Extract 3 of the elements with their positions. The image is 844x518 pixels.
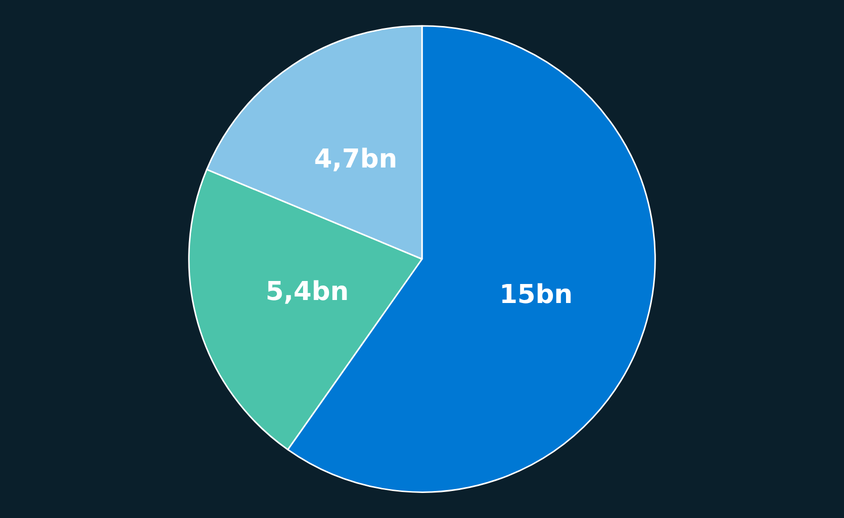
- data-label: 15bn: [499, 280, 573, 310]
- data-label: 5,4bn: [266, 277, 349, 308]
- data-label: 4,7bn: [314, 144, 398, 175]
